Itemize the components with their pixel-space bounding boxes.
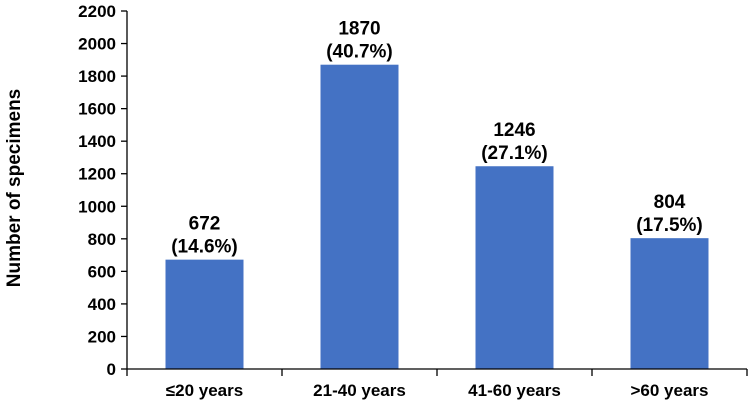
y-tick-label: 1800 bbox=[78, 67, 116, 86]
y-tick-label: 600 bbox=[88, 262, 116, 281]
data-label-value: 1246 bbox=[493, 120, 535, 141]
y-tick-label: 400 bbox=[88, 295, 116, 314]
data-label-percent: (27.1%) bbox=[481, 143, 548, 164]
y-axis-label: Number of specimens bbox=[4, 89, 25, 288]
bars bbox=[165, 64, 709, 369]
data-label-percent: (14.6%) bbox=[171, 237, 238, 258]
bar bbox=[475, 166, 554, 369]
data-label-percent: (40.7%) bbox=[326, 42, 393, 63]
y-axis: 0 200 400 600 800 1000 1200 1400 1600 1800 2000 220… bbox=[78, 2, 127, 379]
x-tick-label: 41-60 years bbox=[468, 381, 561, 400]
data-label-value: 1870 bbox=[338, 19, 380, 40]
y-tick-label: 0 bbox=[107, 360, 116, 379]
y-tick-label: 1000 bbox=[78, 197, 116, 216]
bar bbox=[320, 64, 399, 369]
data-label-percent: (17.5%) bbox=[636, 215, 703, 236]
y-tick-label: 1400 bbox=[78, 132, 116, 151]
y-tick-label: 2000 bbox=[78, 35, 116, 54]
x-tick-label: 21-40 years bbox=[313, 381, 406, 400]
data-labels: 672(14.6%) 1870(40.7%) 1246(27.1%) 804(17.5… bbox=[171, 19, 703, 258]
y-tick-label: 1600 bbox=[78, 100, 116, 119]
bar bbox=[165, 259, 244, 369]
y-tick-label: 1200 bbox=[78, 165, 116, 184]
x-tick-label: ≤20 years bbox=[166, 381, 243, 400]
data-label-value: 804 bbox=[654, 192, 686, 213]
y-tick-label: 200 bbox=[88, 327, 116, 346]
y-tick-label: 2200 bbox=[78, 2, 116, 21]
data-label-value: 672 bbox=[189, 214, 221, 235]
x-axis: ≤20 years 21-40 years 41-60 years >60 years bbox=[126, 369, 748, 400]
bar bbox=[630, 238, 709, 369]
y-tick-label: 800 bbox=[88, 230, 116, 249]
x-tick-label: >60 years bbox=[631, 381, 709, 400]
